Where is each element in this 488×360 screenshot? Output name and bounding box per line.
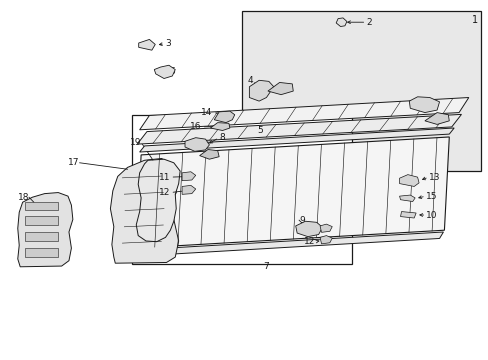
Text: 14: 14	[201, 108, 212, 117]
Polygon shape	[140, 128, 453, 152]
Text: 12: 12	[159, 188, 170, 197]
Polygon shape	[139, 40, 155, 50]
Text: 10: 10	[426, 211, 437, 220]
Polygon shape	[18, 193, 73, 267]
Text: 6: 6	[169, 67, 175, 76]
Polygon shape	[136, 159, 180, 242]
Bar	[25, 232, 58, 241]
Text: 11: 11	[302, 224, 313, 233]
Polygon shape	[140, 98, 468, 130]
Polygon shape	[182, 172, 195, 181]
Bar	[25, 216, 58, 225]
Polygon shape	[424, 113, 448, 125]
Text: 9: 9	[299, 216, 304, 225]
Polygon shape	[267, 82, 293, 95]
Text: 3: 3	[164, 39, 170, 48]
Text: 13: 13	[428, 173, 439, 182]
Bar	[132, 116, 351, 264]
Text: 19: 19	[129, 138, 141, 147]
Text: 7: 7	[263, 262, 269, 271]
Polygon shape	[184, 138, 209, 151]
Text: 17: 17	[68, 158, 80, 167]
Text: 8: 8	[219, 133, 224, 142]
Polygon shape	[335, 18, 346, 27]
Text: 4: 4	[247, 76, 253, 85]
Polygon shape	[154, 65, 175, 78]
Text: 15: 15	[425, 192, 436, 201]
Polygon shape	[408, 97, 439, 113]
Polygon shape	[214, 111, 234, 123]
Polygon shape	[399, 195, 414, 202]
Text: 16: 16	[190, 122, 201, 131]
Bar	[25, 202, 58, 211]
Polygon shape	[132, 232, 443, 256]
Text: 12: 12	[303, 237, 315, 246]
Polygon shape	[399, 175, 418, 186]
Text: 5: 5	[257, 126, 263, 135]
Polygon shape	[137, 114, 461, 144]
Polygon shape	[199, 149, 219, 159]
Text: 11: 11	[159, 173, 170, 182]
Text: 2: 2	[366, 18, 371, 27]
Polygon shape	[182, 185, 195, 194]
Bar	[25, 248, 58, 257]
Bar	[242, 12, 480, 171]
Polygon shape	[320, 224, 331, 232]
Polygon shape	[295, 221, 322, 237]
Polygon shape	[136, 137, 448, 248]
Polygon shape	[249, 80, 273, 101]
Polygon shape	[320, 235, 331, 244]
Polygon shape	[400, 212, 415, 218]
Polygon shape	[210, 123, 229, 131]
Polygon shape	[110, 158, 178, 263]
Text: 18: 18	[18, 193, 29, 202]
Text: 1: 1	[471, 15, 478, 25]
